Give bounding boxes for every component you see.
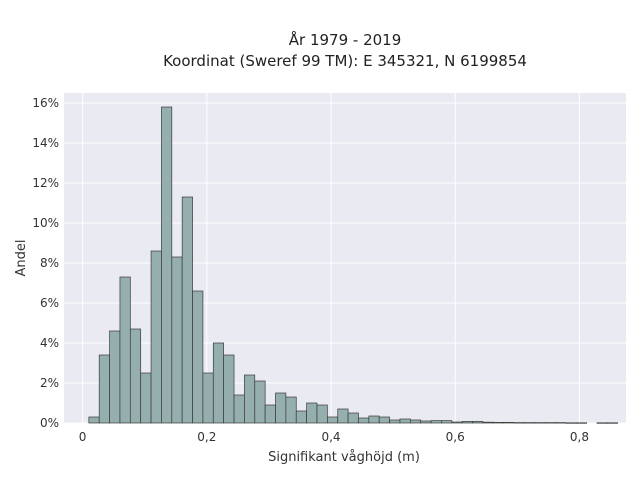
histogram-bar bbox=[254, 380, 266, 424]
y-axis-label: Andel bbox=[14, 240, 29, 277]
histogram-bar bbox=[181, 196, 193, 424]
histogram-bar bbox=[161, 106, 173, 424]
histogram-bar bbox=[461, 421, 473, 424]
y-axis-ticks: 0% 2% 4% 6% 8% 10% 12% 14% 16% bbox=[32, 96, 59, 430]
histogram-bar bbox=[409, 419, 422, 424]
histogram-bar bbox=[129, 328, 142, 424]
chart-title-line2: Koordinat (Sweref 99 TM): E 345321, N 61… bbox=[163, 52, 527, 70]
histogram-bar bbox=[596, 422, 608, 424]
histogram-bar bbox=[472, 421, 484, 424]
histogram-bar bbox=[389, 419, 401, 424]
histogram-bar bbox=[430, 420, 442, 424]
x-tick-label: 0,8 bbox=[570, 430, 589, 444]
histogram-bars bbox=[88, 106, 619, 424]
y-tick-label: 0% bbox=[40, 416, 59, 430]
histogram-bar bbox=[492, 422, 505, 424]
histogram-bar bbox=[192, 290, 204, 424]
histogram-bar bbox=[202, 372, 214, 424]
histogram-bar bbox=[575, 422, 587, 424]
histogram-bar bbox=[534, 422, 546, 424]
histogram-bar bbox=[140, 372, 152, 424]
x-tick-label: 0 bbox=[79, 430, 87, 444]
x-axis-label: Signifikant våghöjd (m) bbox=[268, 450, 420, 465]
x-axis-ticks: 0 0,2 0,4 0,6 0,8 bbox=[79, 430, 589, 444]
histogram-bar bbox=[555, 422, 567, 424]
histogram-bar bbox=[565, 422, 577, 424]
y-tick-label: 10% bbox=[32, 216, 59, 230]
histogram-bar bbox=[244, 374, 256, 424]
x-tick-label: 0,6 bbox=[446, 430, 465, 444]
y-tick-label: 8% bbox=[40, 256, 59, 270]
histogram-bar bbox=[607, 422, 619, 424]
histogram-bar bbox=[223, 354, 235, 424]
y-tick-label: 2% bbox=[40, 376, 59, 390]
histogram-bar bbox=[327, 416, 339, 424]
histogram-bar bbox=[378, 416, 390, 424]
histogram-bar bbox=[482, 421, 494, 424]
histogram-bar bbox=[337, 408, 349, 424]
histogram-bar bbox=[316, 404, 328, 424]
histogram-bar bbox=[171, 256, 183, 424]
histogram-bar bbox=[420, 420, 432, 424]
histogram-bar bbox=[98, 354, 110, 424]
histogram-bar bbox=[347, 412, 359, 424]
histogram-bar bbox=[306, 402, 318, 424]
y-tick-label: 4% bbox=[40, 336, 59, 350]
histogram-bar bbox=[441, 420, 453, 424]
y-tick-label: 6% bbox=[40, 296, 59, 310]
histogram-bar bbox=[212, 342, 225, 424]
histogram-bar bbox=[368, 415, 380, 424]
x-tick-label: 0,4 bbox=[321, 430, 340, 444]
histogram-bar bbox=[88, 416, 100, 424]
y-tick-label: 16% bbox=[32, 96, 59, 110]
histogram-bar bbox=[109, 330, 121, 424]
y-tick-label: 14% bbox=[32, 136, 59, 150]
histogram-bar bbox=[150, 250, 162, 424]
histogram-bar bbox=[503, 422, 515, 424]
histogram-bar bbox=[513, 422, 525, 424]
histogram-bar bbox=[358, 417, 370, 424]
y-tick-label: 12% bbox=[32, 176, 59, 190]
x-tick-label: 0,2 bbox=[197, 430, 216, 444]
histogram-bar bbox=[399, 418, 411, 424]
histogram-bar bbox=[264, 404, 276, 424]
histogram-bar bbox=[544, 422, 556, 424]
histogram-bar bbox=[275, 392, 287, 424]
chart-title-line1: År 1979 - 2019 bbox=[289, 30, 402, 49]
histogram-bar bbox=[451, 421, 463, 424]
histogram-bar bbox=[233, 394, 245, 424]
histogram-bar bbox=[524, 422, 536, 424]
histogram-bar bbox=[285, 396, 297, 424]
histogram-bar bbox=[119, 276, 131, 424]
histogram-bar bbox=[295, 410, 307, 424]
